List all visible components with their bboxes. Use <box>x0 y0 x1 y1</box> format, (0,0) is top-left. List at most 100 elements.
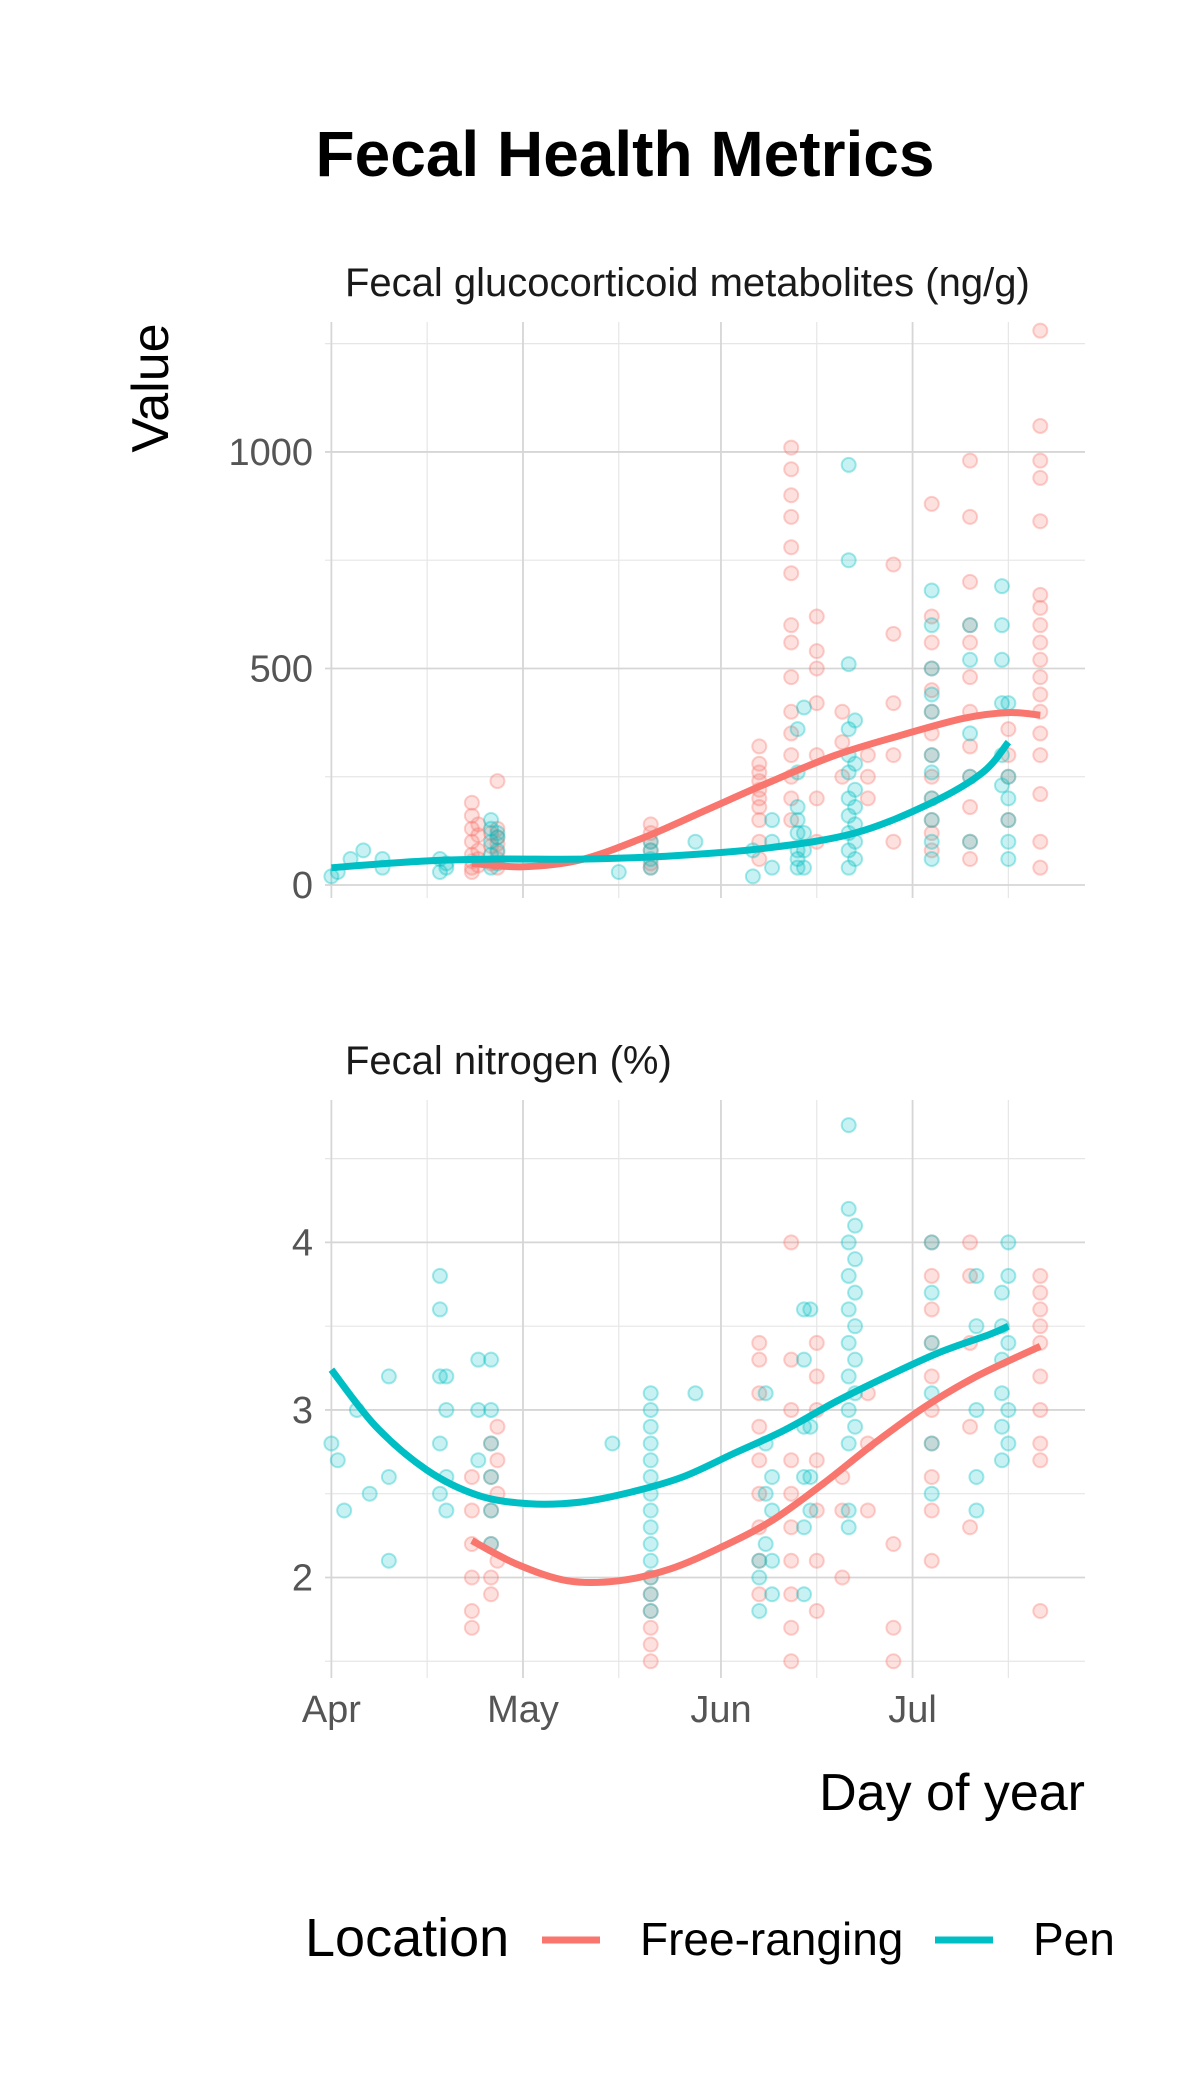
data-point <box>923 1334 940 1351</box>
data-point <box>1000 790 1017 807</box>
data-point <box>764 1586 781 1603</box>
data-point <box>1032 1284 1049 1301</box>
data-point <box>795 859 812 876</box>
data-point <box>783 725 800 742</box>
data-point <box>642 1385 659 1402</box>
data-point <box>783 1653 800 1670</box>
data-point <box>923 747 940 764</box>
data-point <box>751 1602 768 1619</box>
data-point <box>859 747 876 764</box>
data-point <box>642 1552 659 1569</box>
data-point <box>642 1535 659 1552</box>
data-point <box>751 790 768 807</box>
data-point <box>783 487 800 504</box>
data-point <box>1032 1318 1049 1335</box>
data-point <box>885 695 902 712</box>
data-point <box>751 764 768 781</box>
data-point <box>923 1435 940 1452</box>
data-point <box>1000 833 1017 850</box>
data-point <box>923 1284 940 1301</box>
data-point <box>968 1468 985 1485</box>
data-point <box>463 807 480 824</box>
data-point <box>962 851 979 868</box>
data-point <box>483 838 500 855</box>
data-point <box>483 1435 500 1452</box>
data-point <box>642 1586 659 1603</box>
data-point <box>808 790 825 807</box>
data-point <box>847 1251 864 1268</box>
data-point <box>808 1552 825 1569</box>
chart-title: Fecal Health Metrics <box>316 118 935 190</box>
data-point <box>962 1234 979 1251</box>
data-point <box>751 1586 768 1603</box>
data-point <box>859 1502 876 1519</box>
data-point <box>962 1418 979 1435</box>
data-point <box>642 1653 659 1670</box>
data-point <box>642 1586 659 1603</box>
data-point <box>642 1435 659 1452</box>
data-point <box>489 825 506 842</box>
data-point <box>751 1452 768 1469</box>
data-point <box>783 1586 800 1603</box>
data-point <box>751 812 768 829</box>
data-point <box>483 1502 500 1519</box>
data-point <box>840 656 857 673</box>
data-point <box>923 608 940 625</box>
data-point <box>463 1502 480 1519</box>
data-point <box>847 1217 864 1234</box>
data-point <box>923 703 940 720</box>
data-point <box>463 820 480 837</box>
data-point <box>993 1284 1010 1301</box>
data-point <box>808 660 825 677</box>
data-point <box>783 669 800 686</box>
data-point <box>642 1602 659 1619</box>
data-point <box>923 1368 940 1385</box>
trend-line <box>470 1343 1042 1587</box>
data-point <box>923 1267 940 1284</box>
data-point <box>885 833 902 850</box>
data-point <box>923 825 940 842</box>
data-point <box>1000 721 1017 738</box>
data-point <box>885 1619 902 1636</box>
legend-label: Free-ranging <box>640 1913 903 1965</box>
data-point <box>751 1552 768 1569</box>
data-point <box>1032 651 1049 668</box>
data-point <box>380 1368 397 1385</box>
data-point <box>489 1418 506 1435</box>
data-point <box>431 1267 448 1284</box>
data-point <box>1032 469 1049 486</box>
data-point <box>1032 747 1049 764</box>
data-point <box>483 1468 500 1485</box>
data-point <box>923 768 940 785</box>
data-point <box>783 1351 800 1368</box>
data-point <box>483 833 500 850</box>
data-point <box>993 1452 1010 1469</box>
data-point <box>923 1485 940 1502</box>
data-point <box>783 1234 800 1251</box>
x-tick-label: Apr <box>302 1689 361 1731</box>
data-point <box>993 1385 1010 1402</box>
data-point <box>463 794 480 811</box>
data-point <box>438 1401 455 1418</box>
data-point <box>802 1502 819 1519</box>
data-point <box>783 1552 800 1569</box>
data-point <box>1032 452 1049 469</box>
data-point <box>751 1334 768 1351</box>
data-point <box>764 1468 781 1485</box>
legend-title: Location <box>305 1908 509 1968</box>
data-point <box>483 1569 500 1586</box>
data-point <box>783 812 800 829</box>
data-point <box>885 1535 902 1552</box>
trend-line <box>328 1322 1010 1508</box>
data-point <box>431 864 448 881</box>
data-point <box>489 829 506 846</box>
data-point <box>923 1234 940 1251</box>
data-point <box>962 508 979 525</box>
data-point <box>834 1569 851 1586</box>
data-point <box>840 721 857 738</box>
data-point <box>323 1435 340 1452</box>
panel-nitrogen: Fecal nitrogen (%) 2 3 4 <box>292 1039 1085 1678</box>
data-point <box>380 1552 397 1569</box>
data-point <box>642 1468 659 1485</box>
